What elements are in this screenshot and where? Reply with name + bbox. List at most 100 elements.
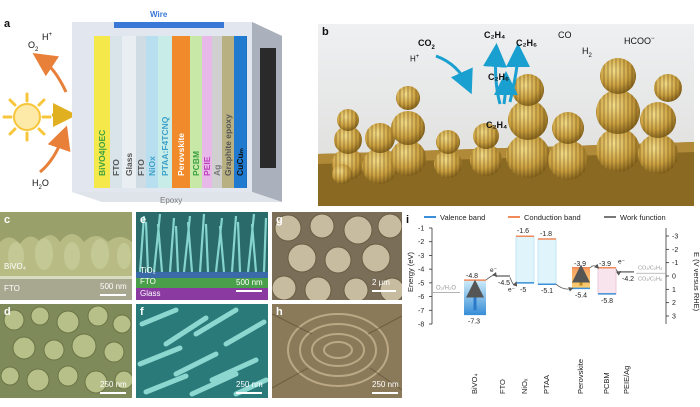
- scale-text-e: 500 nm: [236, 278, 263, 287]
- panel-label-e: e: [140, 214, 147, 226]
- reaction-arrows-a: [32, 53, 77, 174]
- panel-label-b: b: [322, 26, 329, 38]
- nanostructure-fins: [436, 130, 460, 154]
- electron-path: [615, 268, 622, 276]
- scale-bar-c: [100, 294, 126, 296]
- panel-a: a O2 H+ H2O: [0, 0, 300, 212]
- nanostructure-fins: [390, 140, 426, 176]
- layer-11: CuCuₘ: [234, 36, 247, 188]
- bivo4-cb-value: -4.8: [466, 273, 478, 280]
- left-tick-label: -3: [418, 253, 424, 260]
- scale-bar-d: [100, 392, 126, 394]
- scale-text-d: 250 nm: [100, 380, 127, 389]
- nanostructure-fins: [337, 109, 359, 131]
- panel-label-a: a: [4, 18, 11, 30]
- right-tick-label: 0: [672, 274, 676, 281]
- electron-label: e⁻: [490, 267, 498, 274]
- layer-label-8: PEIE: [202, 156, 212, 176]
- sem-image-g: g 2 μm: [272, 212, 402, 300]
- right-tick-label: -1: [672, 260, 678, 267]
- peie-value: -4.2: [622, 276, 634, 283]
- nanostructure-fins: [508, 100, 548, 140]
- layer-2: Glass: [122, 36, 137, 188]
- layer-label-5: PTAA:F4TCNQ: [160, 116, 170, 176]
- layer-label-1: FTO: [111, 159, 121, 176]
- co-label: CO: [558, 30, 572, 40]
- fto-value: -4.5: [498, 280, 510, 287]
- niox-cb-value: -1.6: [517, 228, 529, 235]
- niox-band: [515, 235, 535, 284]
- fto-tag-c: FTO: [4, 284, 20, 293]
- layer-6: Perovskite: [172, 36, 191, 188]
- sem-image-f: f 250 nm: [136, 304, 268, 398]
- legend-label: Valence band: [440, 213, 485, 222]
- legend-label: Conduction band: [524, 213, 581, 222]
- nanostructure-fins: [332, 164, 352, 184]
- left-tick-label: -1: [418, 226, 424, 233]
- right-tick-label: -2: [672, 247, 678, 254]
- layer-5: PTAA:F4TCNQ: [158, 36, 173, 188]
- right-tick-label: 2: [672, 300, 676, 307]
- electron-path: [509, 277, 518, 287]
- panel-label-h: h: [276, 306, 283, 318]
- nanostructure-fins: [365, 123, 395, 153]
- legend-label: Work function: [620, 213, 666, 222]
- layer-label-11: CuCuₘ: [235, 148, 245, 176]
- nanostructure-fins: [596, 128, 640, 172]
- nanostructure-fins: [654, 74, 682, 102]
- layer-label-2: Glass: [124, 152, 134, 176]
- nanostructure-fins: [506, 134, 550, 178]
- x-category-label: PTAA: [542, 375, 551, 394]
- c2h4-top-label: C₂H₄: [484, 30, 506, 40]
- scale-text-f: 250 nm: [236, 380, 263, 389]
- right-tick-label: -3: [672, 234, 678, 241]
- sun-icon: [2, 92, 52, 142]
- wire-label: Wire: [150, 10, 168, 19]
- redox-right-label-1: CO₂/C₂H₄: [638, 265, 663, 271]
- tio2-tag: TiO₂: [140, 266, 156, 275]
- perovskite-cb-value: -3.9: [574, 261, 586, 268]
- scale-text-g: 2 μm: [372, 278, 390, 287]
- o2-label: O2: [28, 40, 39, 53]
- layer-label-7: PCBM: [191, 150, 201, 176]
- nanostructure-fins: [596, 90, 640, 134]
- nanostructure-fins: [470, 144, 502, 176]
- bivo4-vb-value: -7.3: [468, 318, 480, 325]
- x-category-label: PEIE/Ag: [622, 366, 631, 394]
- scale-text-h: 250 nm: [372, 380, 399, 389]
- c2h6-mid-label: C₂H₆: [488, 72, 510, 82]
- hplus-label-b: H+: [410, 54, 420, 64]
- c2h4-bottom-label: C₂H₄: [486, 120, 508, 130]
- scale-bar-g: [372, 290, 396, 292]
- x-category-label: BiVO₄: [470, 373, 479, 394]
- nanostructure-fins: [434, 150, 462, 178]
- bivo4-tag: BiVO₄: [4, 262, 26, 271]
- nanostructure-fins: [640, 102, 676, 138]
- ptaa-cb-value: -1.8: [540, 231, 552, 238]
- fto-tag-e: FTO: [140, 277, 156, 286]
- layer-0: BiVO4|OEC: [94, 36, 111, 188]
- band-diagram: Valence band Conduction band Work function…: [406, 213, 700, 394]
- hplus-label-a: H+: [42, 32, 53, 42]
- electron-label: e⁻: [508, 287, 516, 294]
- electron-label: e⁻: [618, 259, 626, 266]
- nanostructure-fins: [600, 58, 636, 94]
- sem-image-e: e TiO₂ FTO Glass 500 nm: [136, 212, 268, 300]
- x-category-label: FTO: [498, 379, 507, 394]
- nanostructure-fins: [391, 111, 425, 145]
- electron-path: [555, 283, 574, 292]
- wire-strip: [114, 22, 224, 28]
- panel-b: b CO2 H+ C₂H₄ C₂H₆ C₂H₆ C₂H₄ CO H2 HCOO−: [318, 24, 694, 206]
- layer-label-0: BiVO4|OEC: [97, 129, 107, 176]
- left-tick-label: -8: [418, 322, 424, 329]
- nanostructure-fins: [362, 148, 398, 184]
- redox-right-label-2: CO₂/C₂H₆: [638, 276, 662, 282]
- pcbm-vb-value: -5.8: [601, 298, 613, 305]
- nanostructure-fins: [552, 112, 584, 144]
- nanostructure-fins: [512, 74, 544, 106]
- left-tick-label: -5: [418, 280, 424, 287]
- panel-label-d: d: [4, 306, 11, 318]
- nanostructure-scene: [318, 43, 694, 206]
- electron-path: [485, 272, 497, 281]
- right-tick-label: 3: [672, 314, 676, 321]
